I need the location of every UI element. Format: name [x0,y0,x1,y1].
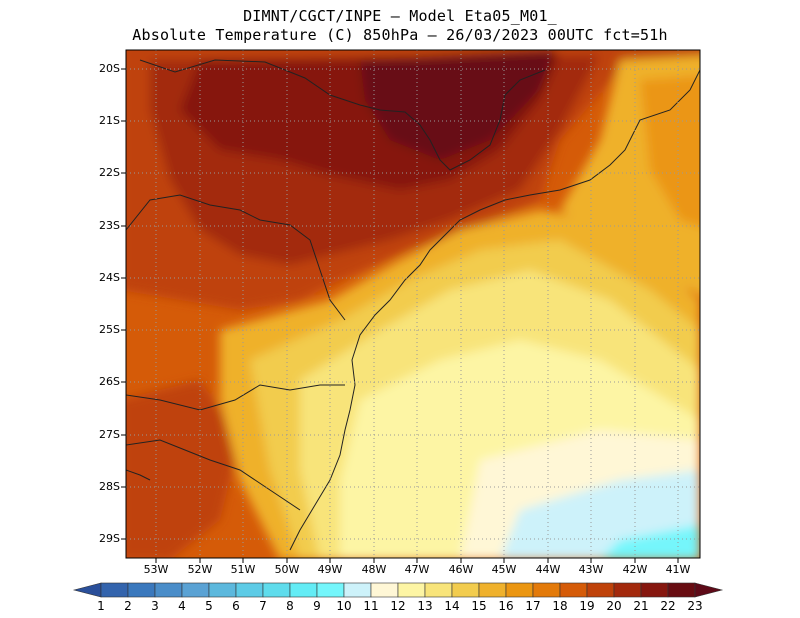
state-border-santa-catarina [126,384,345,411]
colorbar-label-10: 10 [336,599,352,613]
colorbar-segment [424,582,453,598]
lon-label-41w: 41W [665,563,691,576]
state-border-north [139,59,546,171]
lat-label-24s: 24S [99,271,120,284]
lat-label-25s: 25S [99,323,120,336]
field-southwest-19C [126,380,240,558]
colorbar-segment [505,582,534,598]
temperature-field [126,50,700,558]
colorbar-label-20: 20 [606,599,622,613]
colorbar-segment [640,582,669,598]
colorbar-segment [235,582,264,598]
lat-label-26s: 26S [99,375,120,388]
lat-label-23s: 23S [99,219,120,232]
colorbar-segment [532,582,561,598]
country-border-west [126,469,151,481]
colorbar-segment [100,582,129,598]
colorbar-segment [181,582,210,598]
colorbar-segment [262,582,291,598]
colorbar-label-14: 14 [444,599,460,613]
colorbar-label-15: 15 [471,599,487,613]
lon-label-51w: 51W [230,563,256,576]
colorbar-segment [316,582,345,598]
colorbar-arrow-high [694,582,724,598]
colorbar-segment [397,582,426,598]
colorbar-label-23: 23 [687,599,703,613]
lon-label-44w: 44W [535,563,561,576]
colorbar-label-7: 7 [259,599,267,613]
colorbar-segment [127,582,156,598]
colorbar-label-12: 12 [390,599,406,613]
colorbar-label-8: 8 [286,599,294,613]
colorbar-label-19: 19 [579,599,595,613]
axis-ticks [121,68,679,563]
lat-label-22s: 22S [99,166,120,179]
colorbar-segment [289,582,318,598]
colorbar-label-6: 6 [232,599,240,613]
colorbar-segment [559,582,588,598]
colorbar-label-22: 22 [660,599,676,613]
colorbar-label-16: 16 [498,599,514,613]
colorbar-label-17: 17 [525,599,541,613]
lon-label-49w: 49W [317,563,343,576]
colorbar-segment [613,582,642,598]
plot-frame [125,49,701,559]
colorbar-label-21: 21 [633,599,649,613]
colorbar-label-9: 9 [313,599,321,613]
map-title-line-2: Absolute Temperature (C) 850hPa – 26/03/… [132,26,668,44]
lon-label-46w: 46W [448,563,474,576]
lat-label-29s: 29S [99,532,120,545]
colorbar-segment [154,582,183,598]
colorbar-segment [343,582,372,598]
lat-label-28s: 28S [99,480,120,493]
map-grid [126,50,700,558]
lat-label-27s: 27S [99,428,120,441]
state-border-rio-grande [126,439,301,511]
field-band-10C [602,525,700,558]
colorbar-label-2: 2 [124,599,132,613]
colorbar-segment [667,582,696,598]
colorbar-segment [370,582,399,598]
lat-label-20s: 20S [99,62,120,75]
colorbar-segment [451,582,480,598]
lon-label-48w: 48W [361,563,387,576]
colorbar-arrow-low [72,582,102,598]
field-ocean-17C [640,75,700,227]
colorbar-segment [208,582,237,598]
lon-label-43w: 43W [578,563,604,576]
lon-label-47w: 47W [404,563,430,576]
colorbar [72,582,724,598]
colorbar-segment [586,582,615,598]
lon-label-45w: 45W [491,563,517,576]
lon-label-53w: 53W [143,563,169,576]
colorbar-label-5: 5 [205,599,213,613]
lon-label-42w: 42W [622,563,648,576]
colorbar-label-18: 18 [552,599,568,613]
lon-label-50w: 50W [274,563,300,576]
colorbar-segment [478,582,507,598]
coastline-and-borders [126,59,700,551]
coastline [289,69,700,551]
state-border-parana [126,194,346,321]
colorbar-label-4: 4 [178,599,186,613]
colorbar-label-1: 1 [97,599,105,613]
lon-label-52w: 52W [187,563,213,576]
lat-label-21s: 21S [99,114,120,127]
colorbar-label-11: 11 [363,599,379,613]
map-title-line-1: DIMNT/CGCT/INPE – Model Eta05_M01_ [243,7,557,25]
colorbar-label-13: 13 [417,599,433,613]
colorbar-label-3: 3 [151,599,159,613]
field-band-23C [360,50,555,160]
